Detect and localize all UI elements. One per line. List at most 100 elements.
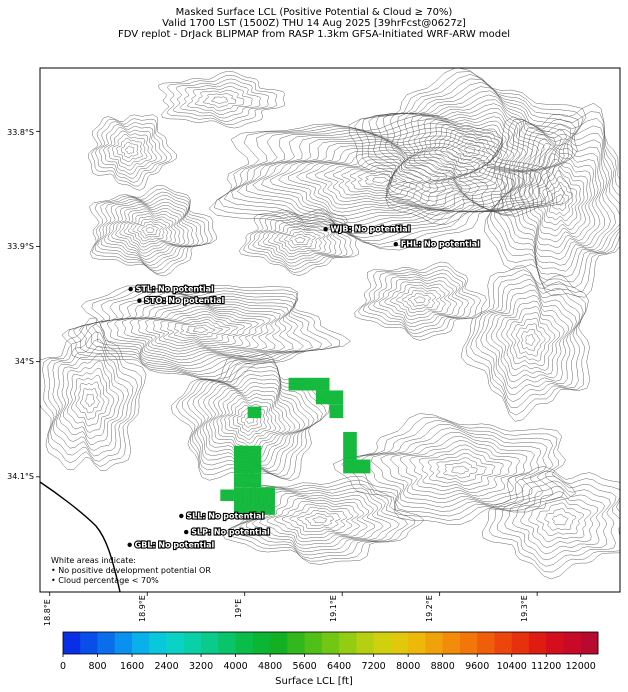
contour-line bbox=[166, 316, 238, 343]
contour-line bbox=[99, 293, 294, 367]
contour-line bbox=[125, 145, 135, 155]
contour-line bbox=[194, 89, 245, 112]
contour-line bbox=[171, 354, 330, 481]
contour-line bbox=[518, 148, 596, 249]
contour-line bbox=[475, 279, 581, 403]
contour-line bbox=[457, 142, 481, 157]
contour-line bbox=[528, 159, 589, 237]
contour-line bbox=[40, 317, 147, 471]
contour-line bbox=[223, 127, 525, 241]
contour-line bbox=[390, 284, 446, 317]
contour-line bbox=[552, 514, 569, 526]
colorbar-tick-label: 6400 bbox=[327, 661, 352, 672]
contour-line bbox=[400, 103, 545, 197]
contour-line bbox=[245, 133, 498, 232]
colorbar-tick-label: 4000 bbox=[223, 661, 248, 672]
contour-line bbox=[357, 171, 407, 190]
contour-line bbox=[173, 78, 270, 122]
colorbar-tick-label: 12000 bbox=[565, 661, 596, 672]
colorbar-swatch bbox=[339, 632, 357, 654]
contour-line bbox=[470, 274, 584, 408]
contour-line bbox=[220, 395, 281, 448]
contour-line bbox=[107, 204, 190, 260]
contour-line bbox=[89, 185, 217, 277]
site-marker-sto[interactable] bbox=[137, 298, 142, 303]
colorbar-swatch bbox=[252, 632, 271, 654]
colorbar-tick-label: 5600 bbox=[292, 661, 317, 672]
contour-line bbox=[119, 210, 177, 251]
colorbar-swatch bbox=[166, 632, 185, 654]
contour-line bbox=[92, 188, 213, 274]
site-marker-wjb[interactable] bbox=[323, 227, 328, 232]
contour-line bbox=[251, 493, 384, 549]
contour-line bbox=[123, 213, 174, 248]
contour-line bbox=[505, 134, 611, 266]
contour-line bbox=[92, 292, 304, 370]
contour-line bbox=[323, 158, 440, 201]
colorbar-swatch bbox=[408, 632, 426, 654]
colorbar-tick-label: 4800 bbox=[258, 661, 283, 672]
site-marker-slp[interactable] bbox=[184, 529, 189, 535]
colorbar-tick-label: 10400 bbox=[496, 661, 527, 672]
site-marker-fhl[interactable] bbox=[393, 242, 398, 247]
contour-line bbox=[443, 461, 478, 479]
contour-line bbox=[273, 225, 325, 255]
contour-line bbox=[480, 284, 577, 395]
contour-line bbox=[132, 218, 167, 242]
contour-line bbox=[434, 129, 502, 172]
colorbar-swatch bbox=[218, 632, 236, 654]
contour-line bbox=[261, 138, 486, 224]
contour-line bbox=[238, 487, 400, 556]
contour-line bbox=[206, 381, 301, 463]
contour-line bbox=[294, 236, 306, 243]
lon-tick-18-8: 18.8°E bbox=[43, 599, 52, 626]
contour-line bbox=[282, 503, 353, 536]
site-label-sll: SLL: No potential bbox=[186, 511, 264, 520]
contour-line bbox=[460, 265, 591, 422]
contour-line bbox=[243, 211, 354, 273]
contour-line bbox=[159, 313, 246, 345]
contour-line bbox=[289, 234, 311, 246]
contour-line bbox=[520, 329, 541, 352]
contour-line bbox=[111, 206, 185, 257]
lat-tick-34-0: 34°S bbox=[14, 357, 34, 366]
colorbar-swatch bbox=[270, 632, 288, 654]
contour-line bbox=[284, 231, 316, 249]
lcl-cell bbox=[220, 489, 234, 502]
contour-line bbox=[408, 112, 533, 190]
colorbar-swatch bbox=[546, 632, 564, 654]
contour-line bbox=[537, 170, 581, 226]
site-label-fhl: FHL: No potential bbox=[401, 240, 480, 249]
contour-line bbox=[100, 198, 199, 266]
contour-line bbox=[525, 334, 536, 346]
contour-line bbox=[252, 136, 490, 228]
contour-line bbox=[506, 312, 556, 366]
contour-line bbox=[213, 118, 545, 248]
contour-line bbox=[289, 506, 347, 533]
site-marker-sll[interactable] bbox=[179, 513, 184, 519]
contour-line bbox=[423, 123, 515, 179]
contour-line bbox=[372, 176, 389, 184]
site-marker-stl[interactable] bbox=[128, 286, 133, 292]
lcl-cell bbox=[233, 473, 262, 488]
contour-line bbox=[218, 123, 534, 245]
contour-line bbox=[404, 108, 540, 193]
site-label-slp: SLP: No potential bbox=[191, 528, 270, 537]
contour-line bbox=[511, 317, 551, 362]
contour-line bbox=[107, 130, 152, 171]
contour-line bbox=[278, 228, 321, 252]
lon-tick-19-2: 19.2°E bbox=[425, 595, 434, 622]
contour-line bbox=[120, 141, 139, 159]
colorbar-tick-label: 0 bbox=[59, 661, 67, 672]
contour-line bbox=[333, 413, 576, 525]
contour-line bbox=[47, 331, 138, 462]
colorbar bbox=[62, 631, 599, 657]
lcl-cell bbox=[329, 404, 344, 419]
contour-line bbox=[208, 115, 554, 251]
contour-line bbox=[273, 500, 360, 539]
contour-line bbox=[216, 392, 286, 452]
site-marker-gbl[interactable] bbox=[127, 542, 132, 547]
site-label-wjb: WJB: No potential bbox=[331, 225, 411, 234]
site-label-stl: STL: No potential bbox=[136, 285, 214, 294]
lat-tick-33-8: 33.8°S bbox=[7, 128, 34, 137]
